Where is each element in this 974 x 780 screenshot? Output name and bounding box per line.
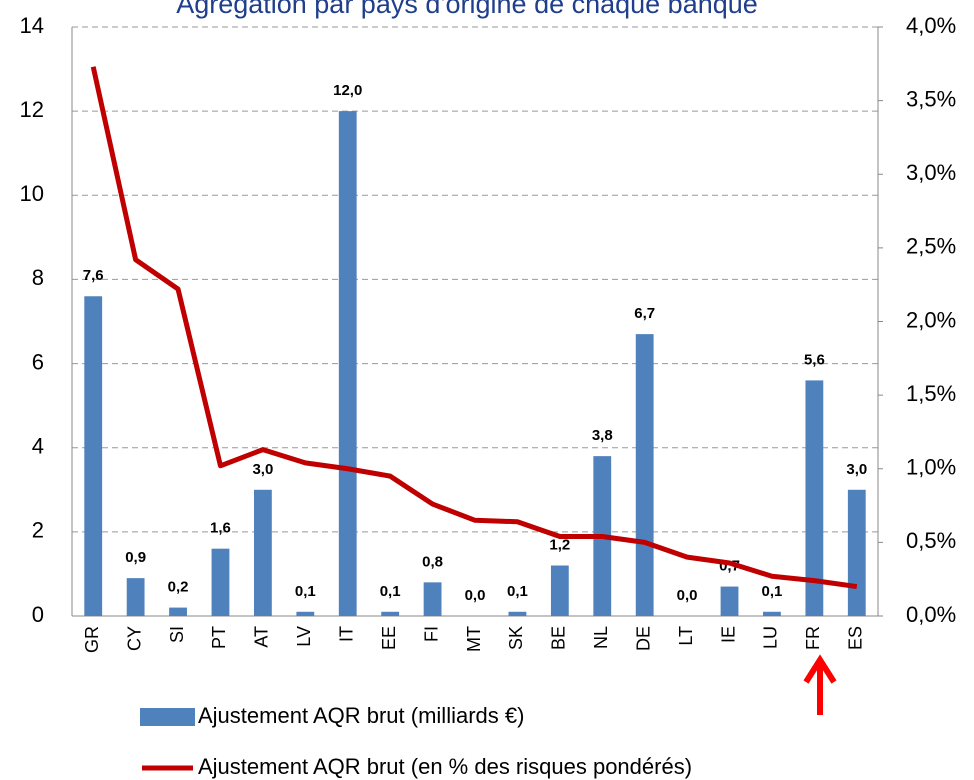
value-label: 12,0 [333,82,362,99]
y2-tick-label: 0,5% [906,528,956,553]
highlight-arrow [803,654,837,715]
x-tick-label: DE [633,626,653,651]
value-label: 3,0 [846,461,867,478]
x-tick-label: LT [676,626,696,646]
bar [211,548,230,616]
y-tick-label: 0 [32,602,44,627]
legend-label: Ajustement AQR brut (en % des risques po… [198,754,692,779]
bar [805,380,824,616]
value-label: 3,8 [592,427,613,444]
bar [508,611,527,616]
x-tick-label: PT [209,626,229,649]
bar [635,334,654,616]
x-tick-label: SI [167,626,187,643]
bar [253,489,272,616]
value-label: 6,7 [634,305,655,322]
value-label: 1,2 [549,536,570,553]
x-tick-label: AT [252,626,272,648]
bar [296,611,315,616]
bar [126,578,145,616]
y-tick-label: 12 [20,97,44,122]
y-tick-label: 14 [20,13,44,38]
bar [550,565,569,616]
x-tick-label: LV [294,626,314,647]
x-tick-label: ES [846,626,866,650]
x-tick-label: GR [82,626,102,653]
x-tick-label: EE [379,626,399,650]
bar [763,611,781,616]
x-tick-label: LU [761,626,781,649]
value-label: 0,8 [422,553,443,570]
y-tick-label: 10 [20,181,44,206]
line [90,66,858,590]
legend-swatch [140,708,195,726]
value-label: 0,0 [465,587,486,604]
y-tick-label: 2 [32,518,44,543]
value-label: 0,1 [762,583,783,600]
x-tick-label: NL [591,626,611,649]
x-tick-label: MT [464,626,484,652]
y2-tick-label: 2,0% [906,307,956,332]
y-tick-label: 4 [32,434,44,459]
y-tick-label: 6 [32,349,44,374]
bar [169,607,187,616]
bar [338,111,357,617]
value-label: 7,6 [83,267,104,284]
x-tick-label: SK [506,626,526,650]
y2-tick-label: 4,0% [906,13,956,38]
y2-tick-label: 1,0% [906,455,956,480]
y2-tick-label: 1,5% [906,381,956,406]
y-tick-label: 8 [32,265,44,290]
value-label: 0,9 [125,549,146,566]
bar [847,489,866,616]
y2-tick-label: 3,5% [906,86,956,111]
legend-label: Ajustement AQR brut (milliards €) [198,703,524,728]
x-tick-label: IT [336,626,356,642]
chart-title: Agrégation par pays d'origine de chaque … [176,0,758,19]
bar [423,582,442,616]
value-label: 3,0 [252,461,273,478]
x-tick-label: FI [421,626,441,642]
value-label: 0,0 [677,587,698,604]
value-label: 0,1 [507,583,528,600]
value-label: 1,6 [210,520,231,537]
x-tick-label: IE [718,626,738,643]
y2-tick-label: 3,0% [906,160,956,185]
x-tick-label: FR [803,626,823,650]
value-label: 5,6 [804,351,825,368]
x-tick-label: CY [124,626,144,651]
value-label: 0,2 [168,579,189,596]
bar [381,611,400,616]
x-tick-label: BE [549,626,569,650]
value-label: 0,1 [295,583,316,600]
bar [84,296,103,616]
y2-tick-label: 0,0% [906,602,956,627]
y2-tick-label: 2,5% [906,234,956,259]
value-label: 0,1 [380,583,401,600]
bar [720,586,739,616]
